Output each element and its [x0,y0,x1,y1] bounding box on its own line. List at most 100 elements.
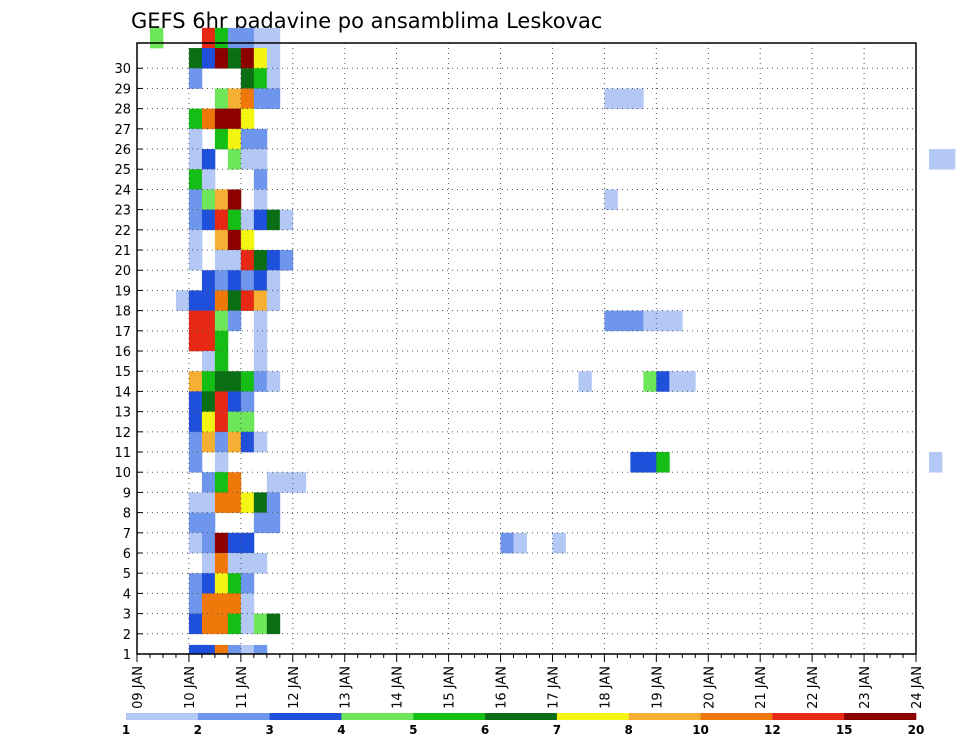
heatmap-cell [214,209,229,231]
heatmap-cell [227,613,242,635]
heatmap-cell [214,229,229,251]
colorbar-swatch [269,713,342,720]
heatmap-cell [188,411,203,433]
heatmap-cell [578,371,592,392]
heatmap-cell [188,209,203,231]
heatmap-cell [240,613,255,635]
y-tick-label: 20 [114,264,131,279]
x-tick-label: 20 JAN [702,666,717,709]
heatmap-cell [188,492,203,513]
heatmap-cell [292,472,307,493]
heatmap-cell [240,553,255,574]
heatmap-cell [227,573,242,594]
y-tick-label: 12 [114,426,131,441]
heatmap-cell [617,310,631,332]
heatmap-cell [253,613,268,635]
heatmap-cell [227,411,242,433]
heatmap-cell [266,492,281,513]
heatmap-cell [253,290,268,311]
heatmap-cell [253,27,268,49]
heatmap-cell [240,149,255,170]
heatmap-cell [240,108,255,130]
heatmap-cell [214,431,229,453]
y-tick-label: 1 [123,648,131,663]
heatmap-cell [227,270,242,291]
heatmap-cell [188,371,203,392]
y-tick-label: 7 [123,527,131,542]
y-tick-label: 24 [114,183,131,198]
colorbar-swatch [126,713,199,720]
heatmap-cell [201,351,216,372]
heatmap-cell [214,128,229,150]
heatmap-cell [201,169,216,190]
heatmap-cell [188,48,203,69]
heatmap-cell [214,108,229,130]
heatmap-cell [188,290,203,311]
heatmap-cell [201,108,216,130]
heatmap-cell [214,593,229,614]
heatmap-cell [175,290,190,311]
heatmap-cell [253,88,268,109]
heatmap-cell [188,593,203,614]
heatmap-cell [188,189,203,210]
heatmap-cell [266,512,281,534]
heatmap-cell [201,371,216,392]
heatmap-cell [214,613,229,635]
heatmap-cell [188,250,203,271]
heatmap-cell [279,250,294,271]
heatmap-cell [630,452,644,473]
heatmap-cell [227,48,242,69]
heatmap-cell [227,391,242,412]
x-tick-label: 10 JAN [183,666,198,709]
colorbar-label: 7 [553,723,561,737]
y-tick-label: 13 [114,406,131,421]
heatmap-cell [214,553,229,574]
heatmap-cell [253,189,268,210]
heatmap-cell [253,351,268,372]
colorbar-swatch [628,713,701,720]
heatmap-cell [669,310,683,332]
heatmap-cell [201,48,216,69]
heatmap-cell [253,128,268,150]
colorbar-label: 3 [265,723,273,737]
heatmap-cell [617,88,631,109]
heatmap-cell [240,48,255,69]
heatmap-cell [201,149,216,170]
heatmap-cell [240,229,255,251]
colorbar-swatch [485,713,558,720]
heatmap-cell [201,209,216,231]
chart-title: GEFS 6hr padavine po ansamblima Leskovac [131,9,602,33]
y-tick-label: 22 [114,224,131,239]
heatmap-cell [201,391,216,412]
heatmap-cell [227,189,242,210]
heatmap-cell [188,644,203,654]
x-tick-label: 14 JAN [391,666,406,709]
heatmap-cell [253,492,268,513]
colorbar-label: 10 [692,723,709,737]
heatmap-cell [227,209,242,231]
colorbar-swatch [772,713,845,720]
heatmap-cell [227,593,242,614]
heatmap-cell [240,593,255,614]
y-tick-label: 28 [114,103,131,118]
y-tick-label: 10 [114,466,131,481]
heatmap-cell [188,431,203,453]
heatmap-cell [513,532,527,554]
heatmap-cell [201,613,216,635]
heatmap-cell [266,290,281,311]
heatmap-cell [214,27,229,49]
y-tick-label: 4 [123,587,131,602]
y-tick-label: 23 [114,204,131,219]
colorbar-label: 1 [122,723,130,737]
heatmap-cell [214,48,229,69]
heatmap-cell [214,391,229,412]
heatmap-cell [214,189,229,210]
heatmap-cell [266,250,281,271]
y-tick-label: 14 [114,385,131,400]
heatmap-cell [941,149,956,170]
heatmap-cell [201,553,216,574]
colorbar-swatch [844,713,917,720]
colorbar-label: 5 [409,723,417,737]
heatmap-cell [201,472,216,493]
heatmap-cell [227,371,242,392]
